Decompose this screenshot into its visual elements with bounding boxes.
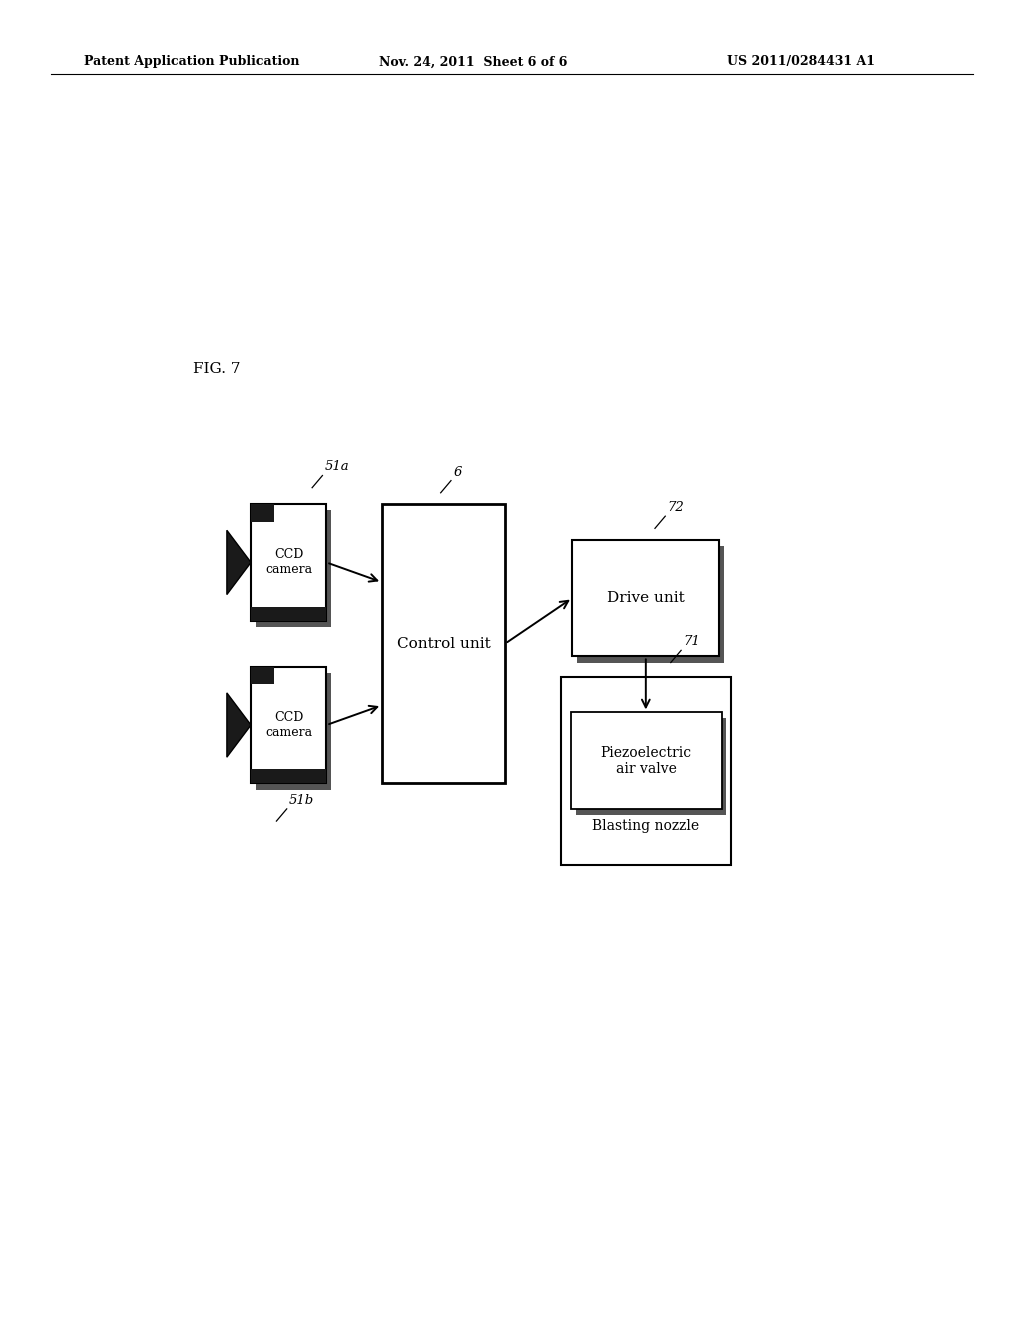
- Text: FIG. 7: FIG. 7: [194, 362, 241, 376]
- Text: 51a: 51a: [325, 461, 349, 474]
- Bar: [560, 677, 731, 865]
- Polygon shape: [227, 531, 251, 594]
- Text: Control unit: Control unit: [396, 636, 490, 651]
- Bar: [570, 713, 722, 809]
- Bar: [251, 504, 327, 620]
- Text: 72: 72: [668, 502, 684, 515]
- Bar: [575, 718, 726, 814]
- Text: 51b: 51b: [289, 793, 313, 807]
- Text: Patent Application Publication: Patent Application Publication: [84, 55, 299, 69]
- Polygon shape: [227, 693, 251, 758]
- Text: US 2011/0284431 A1: US 2011/0284431 A1: [727, 55, 876, 69]
- Bar: [251, 667, 327, 784]
- Text: CCD
camera: CCD camera: [265, 548, 312, 577]
- Bar: [572, 540, 719, 656]
- Bar: [578, 545, 724, 663]
- Bar: [251, 607, 327, 620]
- Bar: [251, 667, 273, 684]
- Text: Piezoelectric
air valve: Piezoelectric air valve: [601, 746, 692, 776]
- Text: Nov. 24, 2011  Sheet 6 of 6: Nov. 24, 2011 Sheet 6 of 6: [379, 55, 567, 69]
- Bar: [382, 504, 505, 784]
- Text: 71: 71: [684, 635, 700, 648]
- Text: Drive unit: Drive unit: [607, 591, 685, 605]
- Text: Blasting nozzle: Blasting nozzle: [592, 820, 699, 833]
- Bar: [256, 673, 331, 789]
- Bar: [256, 510, 331, 627]
- Text: 6: 6: [454, 466, 462, 479]
- Text: CCD
camera: CCD camera: [265, 711, 312, 739]
- Bar: [251, 770, 327, 784]
- Bar: [251, 504, 273, 521]
